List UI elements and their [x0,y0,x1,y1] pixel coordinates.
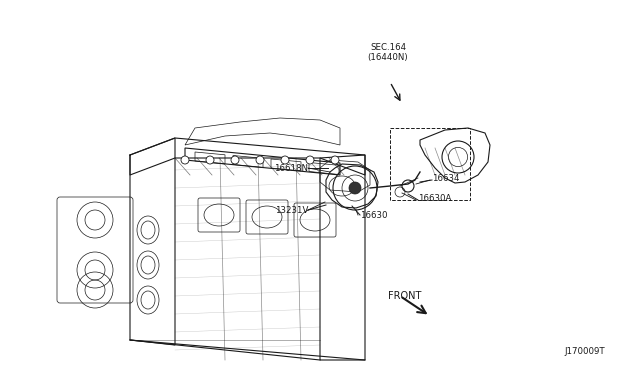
Bar [390,128,470,200]
Text: J170009T: J170009T [564,347,605,356]
Circle shape [349,182,361,194]
Text: 16634: 16634 [432,173,460,183]
Text: SEC.164
(16440N): SEC.164 (16440N) [368,43,408,62]
Circle shape [281,156,289,164]
Circle shape [181,156,189,164]
Text: FRONT: FRONT [388,291,421,301]
Text: 16630: 16630 [360,211,387,219]
Circle shape [331,156,339,164]
Text: 16630A: 16630A [418,193,451,202]
Circle shape [206,156,214,164]
Circle shape [256,156,264,164]
Circle shape [306,156,314,164]
Text: 13231V: 13231V [275,205,308,215]
Text: 16618N: 16618N [274,164,308,173]
Circle shape [231,156,239,164]
